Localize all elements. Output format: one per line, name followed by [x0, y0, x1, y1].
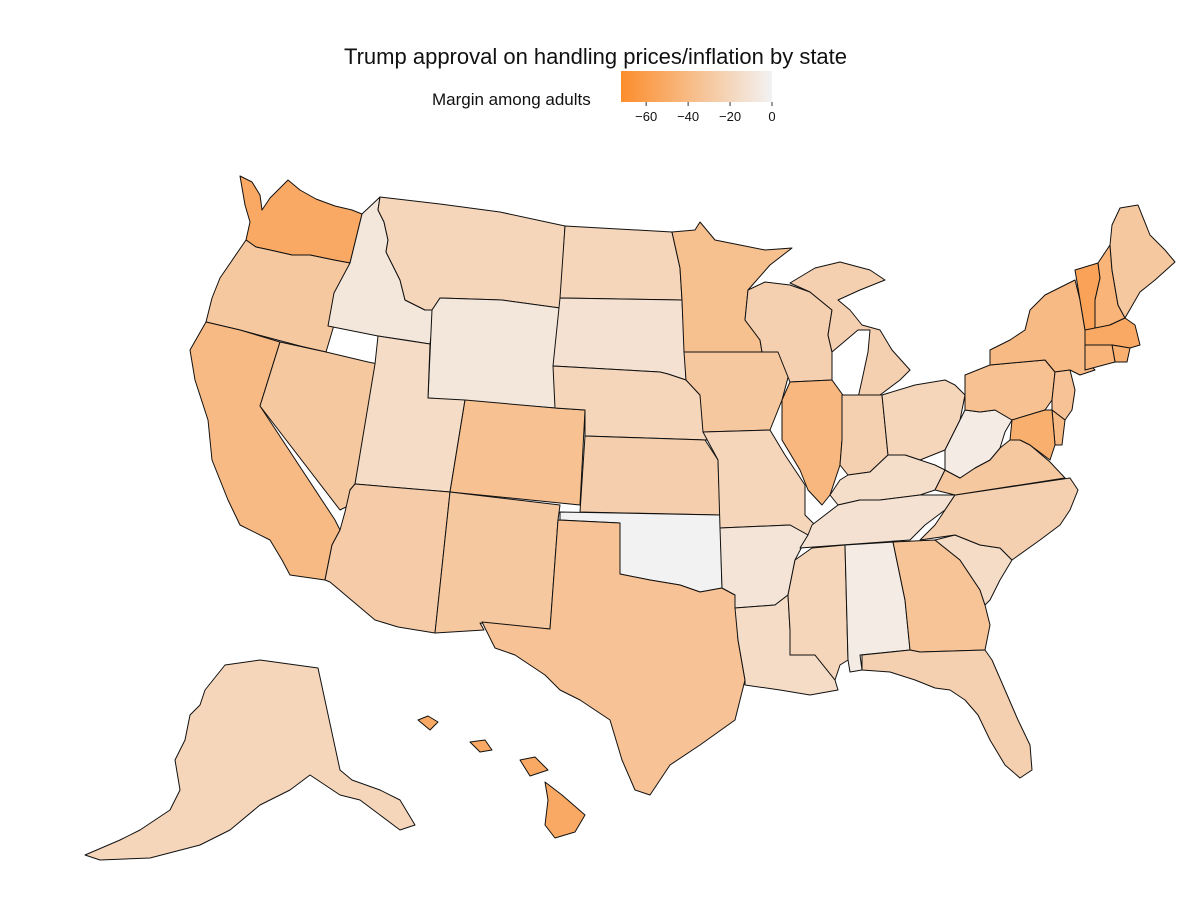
- legend-tick-label: −40: [677, 109, 699, 124]
- state-ct: [1084, 344, 1116, 371]
- state-ak: [84, 659, 416, 861]
- color-legend: −60 −40 −20 0: [621, 71, 776, 124]
- legend-tick-label: −20: [719, 109, 741, 124]
- state-wy: [427, 297, 561, 409]
- legend-tick-label: −60: [635, 109, 657, 124]
- state-tn: [799, 494, 956, 549]
- legend-title: Margin among adults: [432, 90, 591, 109]
- legend-tick-label: 0: [768, 109, 775, 124]
- state-tx: [481, 519, 746, 796]
- state-nd: [559, 225, 683, 301]
- state-mi: [789, 261, 911, 399]
- state-me: [1109, 204, 1176, 319]
- state-hi: [417, 715, 586, 839]
- state-ks: [579, 435, 721, 516]
- state-nc: [919, 477, 1079, 561]
- state-nm: [434, 491, 561, 634]
- state-ia: [683, 351, 791, 433]
- state-wi: [744, 281, 833, 383]
- map-title: Trump approval on handling prices/inflat…: [343, 44, 848, 69]
- state-ms: [787, 544, 849, 681]
- state-md: [1009, 409, 1056, 461]
- state-fl: [861, 649, 1033, 779]
- state-mt: [377, 196, 566, 311]
- state-co: [449, 399, 586, 506]
- legend-colorbar: [621, 71, 772, 102]
- state-nj: [1051, 369, 1076, 421]
